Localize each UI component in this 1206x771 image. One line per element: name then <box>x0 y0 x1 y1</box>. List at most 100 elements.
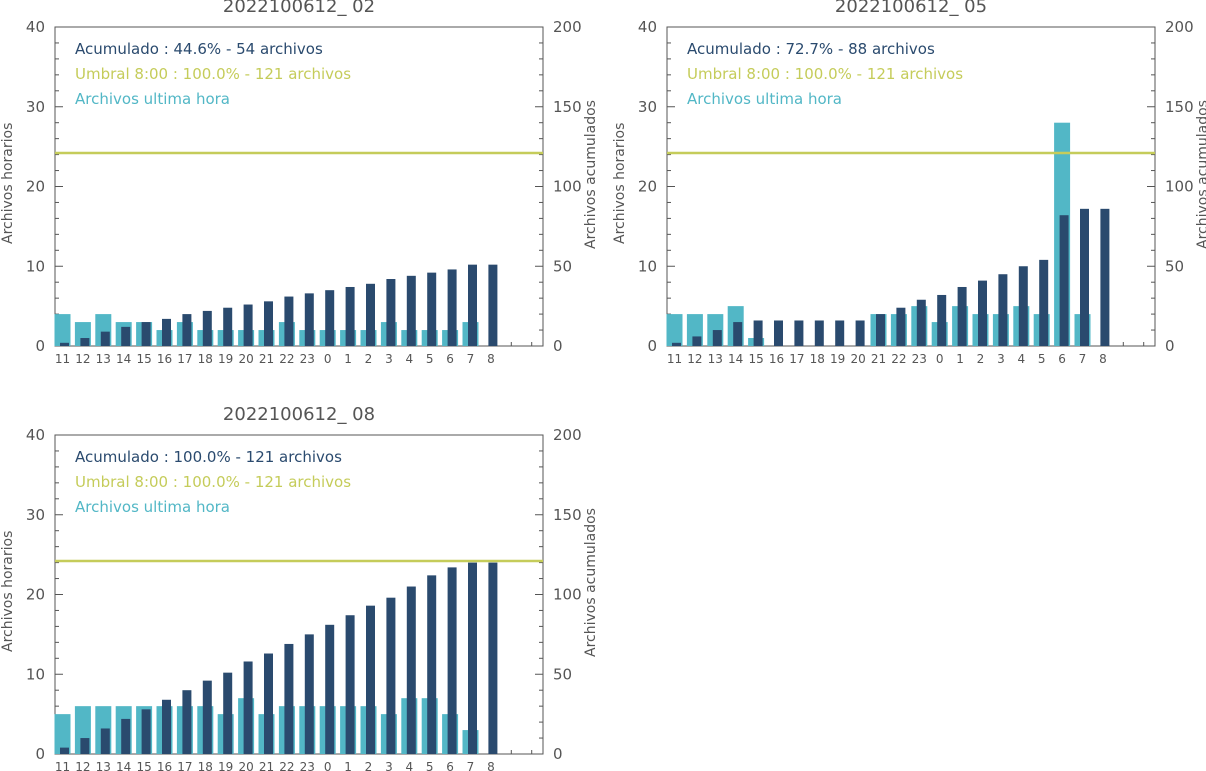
cumulative-bar <box>162 699 171 754</box>
cumulative-bar <box>712 330 722 346</box>
cumulative-bar <box>60 342 69 346</box>
cumulative-bar <box>774 320 783 346</box>
cumulative-bar <box>325 290 335 346</box>
right-tick-label: 0 <box>553 745 563 763</box>
chart-panel-2: 2022100612_ 05 Archivos horarios Archivo… <box>612 0 1206 385</box>
x-tick-label: 6 <box>446 760 454 771</box>
x-tick-label: 18 <box>198 352 213 366</box>
cumulative-bar <box>447 567 457 754</box>
cumulative-bar <box>121 326 131 346</box>
left-tick-label: 40 <box>638 18 657 36</box>
left-tick-label: 30 <box>26 506 45 524</box>
x-tick-label: 16 <box>157 352 172 366</box>
x-tick-label: 12 <box>75 760 90 771</box>
x-tick-label: 2 <box>365 760 373 771</box>
left-tick-label: 40 <box>26 426 45 444</box>
right-tick-label: 150 <box>553 506 582 524</box>
x-tick-label: 11 <box>55 760 70 771</box>
cumulative-bar <box>978 280 987 346</box>
x-tick-label: 3 <box>385 352 393 366</box>
left-tick-label: 40 <box>26 18 45 36</box>
chart-panel-1: 2022100612_ 02 Archivos horarios Archivo… <box>0 0 600 385</box>
cumulative-bar <box>182 314 192 346</box>
x-tick-label: 5 <box>426 352 434 366</box>
x-tick-label: 13 <box>96 760 111 771</box>
x-tick-label: 11 <box>667 352 682 366</box>
right-axis-label: Archivos acumulados <box>583 100 599 249</box>
legend-cumulative: Acumulado : 100.0% - 121 archivos <box>75 448 342 466</box>
cumulative-bar <box>814 320 824 346</box>
legend-cumulative: Acumulado : 72.7% - 88 archivos <box>687 40 935 58</box>
cumulative-bar <box>80 738 90 754</box>
x-tick-label: 12 <box>687 352 702 366</box>
x-tick-label: 19 <box>218 760 233 771</box>
x-tick-label: 21 <box>259 760 274 771</box>
cumulative-bar <box>835 320 845 346</box>
hourly-bar <box>54 314 71 346</box>
cumulative-bar <box>1100 208 1110 346</box>
cumulative-bar <box>937 294 947 346</box>
cumulative-bar <box>264 301 273 346</box>
right-tick-label: 200 <box>553 18 582 36</box>
x-tick-label: 17 <box>177 352 192 366</box>
x-tick-label: 22 <box>279 352 294 366</box>
x-tick-label: 8 <box>1099 352 1107 366</box>
chart-title: 2022100612_ 02 <box>222 0 376 17</box>
cumulative-bar <box>304 634 314 754</box>
x-tick-label: 15 <box>748 352 763 366</box>
cumulative-bar <box>243 661 253 754</box>
cumulative-bar <box>345 286 355 346</box>
x-tick-label: 3 <box>385 760 393 771</box>
right-tick-label: 50 <box>553 257 572 275</box>
cumulative-bar <box>468 264 477 346</box>
cumulative-bar <box>284 643 294 754</box>
cumulative-bar <box>141 322 151 346</box>
cumulative-bar <box>692 336 702 346</box>
x-tick-label: 0 <box>936 352 944 366</box>
x-tick-label: 16 <box>769 352 784 366</box>
left-tick-label: 0 <box>35 337 45 355</box>
cumulative-bar <box>121 718 131 754</box>
cumulative-bar <box>80 338 90 346</box>
cumulative-bar <box>223 672 233 754</box>
x-tick-label: 22 <box>279 760 294 771</box>
x-tick-label: 12 <box>75 352 90 366</box>
right-tick-label: 100 <box>1165 178 1194 196</box>
cumulative-bar <box>488 264 498 346</box>
right-tick-label: 150 <box>553 98 582 116</box>
x-tick-label: 13 <box>96 352 111 366</box>
chart-panel-3: 2022100612_ 08 Archivos horarios Archivo… <box>0 404 600 771</box>
x-tick-label: 1 <box>344 352 352 366</box>
x-tick-label: 21 <box>259 352 274 366</box>
cumulative-bar <box>284 296 294 346</box>
x-tick-label: 23 <box>912 352 927 366</box>
cumulative-bar <box>998 274 1008 346</box>
x-tick-label: 8 <box>487 760 495 771</box>
x-tick-label: 14 <box>116 760 131 771</box>
x-tick-label: 4 <box>1017 352 1025 366</box>
x-tick-label: 20 <box>850 352 865 366</box>
left-tick-label: 20 <box>26 586 45 604</box>
legend-hourly: Archivos ultima hora <box>75 90 230 108</box>
right-tick-label: 50 <box>553 665 572 683</box>
cumulative-bar <box>325 624 335 754</box>
cumulative-bar <box>447 269 457 346</box>
cumulative-bar <box>386 597 396 754</box>
cumulative-bar <box>304 293 314 346</box>
cumulative-bar <box>896 307 906 346</box>
x-tick-label: 23 <box>300 352 315 366</box>
x-tick-label: 15 <box>136 352 151 366</box>
cumulative-bar <box>264 653 273 754</box>
cumulative-bar <box>468 562 477 754</box>
left-tick-label: 0 <box>35 745 45 763</box>
right-axis-label: Archivos acumulados <box>1195 100 1206 249</box>
x-tick-label: 0 <box>324 760 332 771</box>
x-tick-label: 4 <box>405 352 413 366</box>
hourly-bar <box>666 314 683 346</box>
cumulative-bar <box>427 272 437 346</box>
cumulative-bar <box>488 562 498 754</box>
x-tick-label: 7 <box>1079 352 1087 366</box>
x-tick-label: 6 <box>446 352 454 366</box>
cumulative-bar <box>223 307 233 346</box>
